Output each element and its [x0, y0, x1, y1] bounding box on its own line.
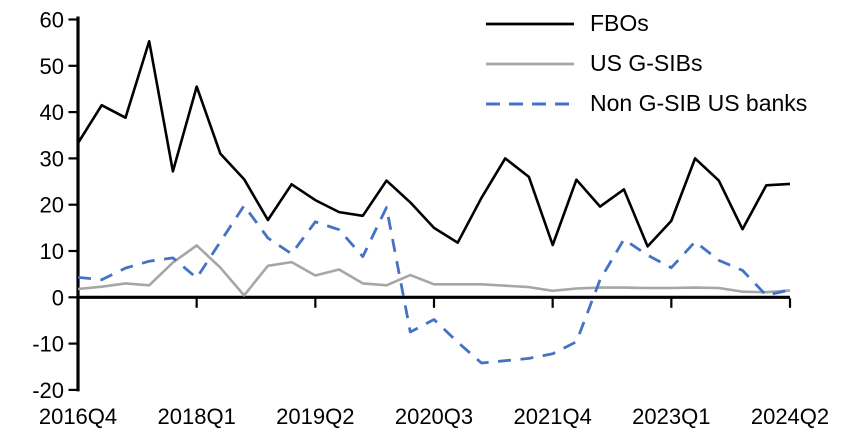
legend-label-fbos: FBOs: [590, 9, 649, 36]
y-tick-label: 30: [40, 146, 64, 171]
legend-label-non-gsib: Non G-SIB US banks: [590, 89, 808, 116]
y-tick-label: 40: [40, 100, 64, 125]
x-tick-label: 2020Q3: [395, 404, 473, 429]
series-line-0: [76, 39, 791, 248]
legend-item-fbos: FBOs: [486, 4, 807, 44]
x-tick-label: 2021Q4: [514, 404, 592, 429]
legend-item-non-gsib: Non G-SIB US banks: [486, 84, 807, 124]
series-line-2: [77, 204, 791, 365]
legend-label-us-gsibs: US G-SIBs: [590, 49, 703, 76]
chart-legend: FBOs US G-SIBs Non G-SIB US banks: [486, 4, 807, 124]
y-tick-label: -10: [32, 332, 64, 357]
x-tick-label: 2016Q4: [39, 404, 117, 429]
series-line-1: [77, 244, 791, 297]
fbos-line-sample-icon: [486, 22, 574, 26]
legend-item-us-gsibs: US G-SIBs: [486, 44, 807, 84]
non-gsib-dashed-line-sample-icon: [486, 102, 574, 106]
y-tick-label: 20: [40, 193, 64, 218]
x-tick-label: 2023Q1: [632, 404, 710, 429]
y-tick-label: 60: [40, 8, 64, 33]
x-tick-label: 2018Q1: [158, 404, 236, 429]
y-tick-label: -20: [32, 378, 64, 403]
y-tick-label: 10: [40, 239, 64, 264]
x-tick-label: 2019Q2: [276, 404, 354, 429]
y-tick-label: 0: [52, 285, 64, 310]
us-gsibs-line-sample-icon: [486, 62, 574, 66]
y-tick-label: 50: [40, 54, 64, 79]
x-tick-label: 2024Q2: [751, 404, 829, 429]
